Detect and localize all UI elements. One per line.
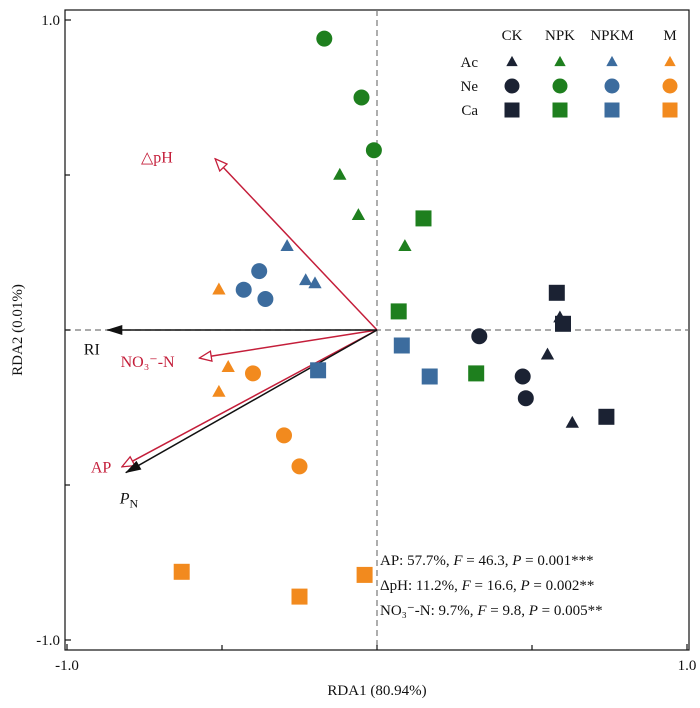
point-npk-triangle	[333, 167, 347, 180]
legend-marker-npk-circle	[552, 78, 568, 94]
point-ck-triangle	[565, 415, 579, 428]
vector-arrow	[216, 160, 378, 331]
legend-marker-m-square	[662, 102, 678, 118]
point-npkm-circle	[257, 291, 274, 307]
point-ck-circle	[514, 368, 531, 385]
point-npk-square	[390, 303, 407, 320]
point-ck-triangle	[540, 347, 555, 360]
point-ck-circle	[517, 390, 534, 407]
point-m-circle	[276, 427, 292, 444]
point-m-circle	[245, 365, 261, 382]
point-m-square	[291, 588, 308, 605]
point-npkm-circle	[251, 263, 268, 280]
legend-marker-m-circle	[662, 78, 678, 94]
point-npkm-triangle	[299, 273, 313, 286]
x-tick-label: -1.0	[55, 658, 79, 674]
point-npkm-circle	[235, 281, 252, 298]
point-npk-square	[415, 210, 432, 227]
y-axis-title: RDA2 (0.01%)	[10, 284, 26, 376]
point-m-triangle	[212, 282, 226, 295]
y-tick-label: 1.0	[41, 13, 60, 29]
point-npk-circle	[353, 89, 370, 106]
vector-label: RI	[84, 342, 100, 359]
legend-column-header: CK	[502, 28, 523, 44]
legend-column-header: M	[663, 28, 676, 44]
legend-marker-npk-triangle	[554, 55, 566, 67]
point-npk-square	[468, 365, 485, 382]
point-npkm-triangle	[280, 239, 294, 252]
vector-label: NO₃⁻-N	[121, 354, 175, 371]
legend-marker-ck-square	[504, 102, 520, 118]
x-tick-label: 1.0	[678, 658, 697, 674]
legend-marker-npk-square	[552, 102, 568, 118]
point-m-triangle	[221, 360, 235, 372]
point-m-circle	[291, 458, 308, 475]
legend-column-header: NPK	[545, 28, 575, 44]
legend-marker-m-triangle	[664, 55, 676, 67]
legend-marker-npkm-square	[604, 102, 620, 118]
point-npk-circle	[365, 142, 382, 159]
stat-annotation: AP: 57.7%, F = 46.3, P = 0.001***	[380, 553, 594, 569]
point-ck-square	[555, 315, 571, 332]
point-ck-square	[548, 284, 565, 301]
vector-arrow	[125, 329, 378, 474]
point-npkm-square	[310, 362, 327, 379]
legend-row-label: Ca	[461, 103, 478, 119]
vector-label: AP	[91, 459, 112, 476]
point-npk-circle	[316, 30, 333, 47]
y-tick-label: -1.0	[36, 633, 60, 649]
point-npk-triangle	[351, 208, 366, 221]
x-axis-title: RDA1 (80.94%)	[327, 683, 426, 699]
vector-label: PN	[119, 490, 139, 510]
point-m-triangle	[212, 384, 226, 397]
point-npkm-square	[393, 337, 410, 354]
legend-row-label: Ac	[461, 55, 479, 71]
legend-marker-ck-triangle	[506, 55, 518, 67]
stat-annotation: ΔpH: 11.2%, F = 16.6, P = 0.002**	[380, 578, 594, 594]
legend-column-header: NPKM	[590, 28, 633, 44]
vector-arrow	[123, 329, 378, 466]
point-ck-circle	[471, 328, 488, 345]
point-npk-triangle	[398, 239, 412, 252]
vector-label: △pH	[141, 149, 173, 166]
stat-annotation: NO₃⁻-N: 9.7%, F = 9.8, P = 0.005**	[380, 603, 603, 619]
vector-arrow	[200, 329, 378, 358]
point-ck-square	[598, 408, 615, 425]
legend-marker-npkm-triangle	[606, 55, 618, 67]
legend-row-label: Ne	[461, 79, 479, 95]
legend-marker-ck-circle	[504, 78, 520, 94]
legend-marker-npkm-circle	[604, 78, 620, 94]
point-npkm-triangle	[308, 276, 322, 289]
point-m-square	[173, 563, 190, 580]
point-npkm-square	[421, 368, 438, 385]
point-m-square	[356, 566, 373, 583]
